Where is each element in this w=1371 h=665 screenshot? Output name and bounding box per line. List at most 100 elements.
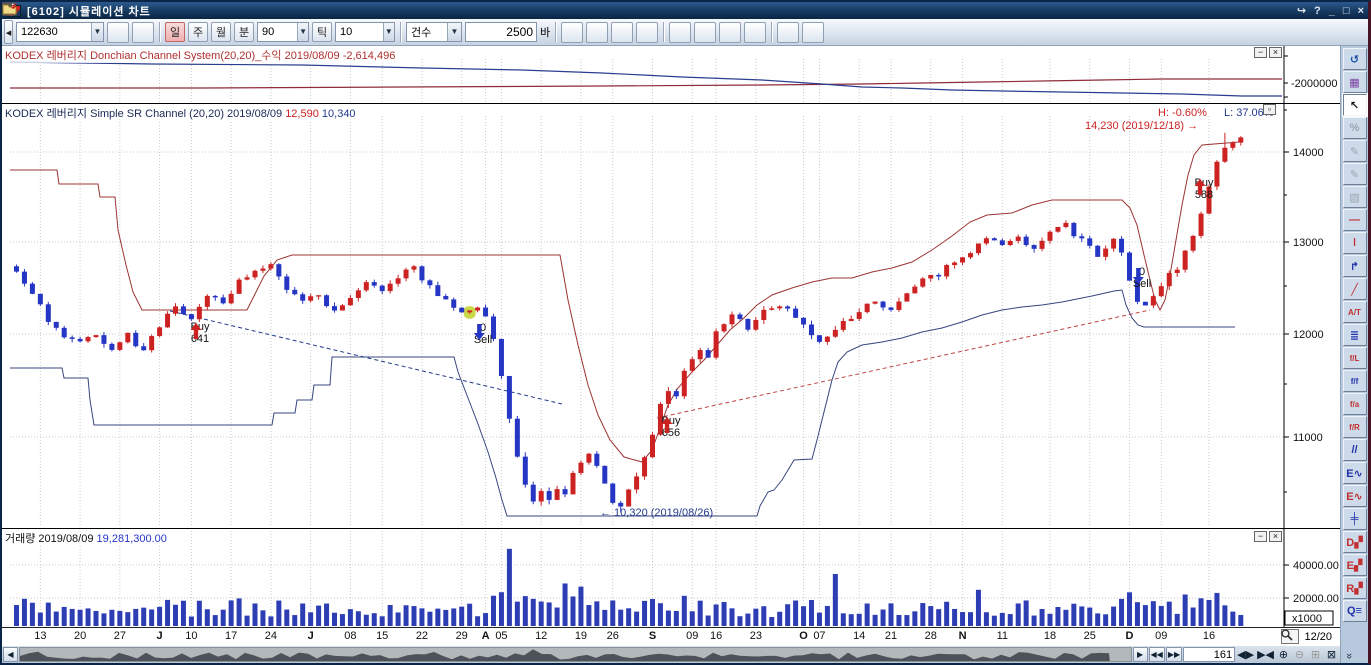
symbol-combo[interactable]: ▼	[16, 22, 104, 42]
x-axis-label: 21	[884, 630, 898, 642]
period-minute-button[interactable]: 분	[234, 22, 254, 42]
x-axis-label: 26	[606, 630, 619, 642]
period-month-button[interactable]: 월	[211, 22, 231, 42]
expand-range-icon[interactable]: ◀▶	[1237, 649, 1255, 661]
fast-forward-button[interactable]: ▶▶	[1165, 647, 1183, 662]
minute-combo[interactable]: ▼	[257, 22, 309, 42]
period-day-button[interactable]: 일	[165, 22, 185, 42]
fib-ratio-icon[interactable]: f/R	[1342, 416, 1367, 438]
x-axis-label: 05	[495, 630, 508, 642]
sell-arrow-icon	[1132, 268, 1144, 284]
collapse-toolbar-button[interactable]: ◂	[4, 20, 13, 44]
refresh-icon[interactable]: ↺	[1342, 48, 1367, 70]
screen-register-button[interactable]: R	[2, 3, 717, 43]
close-panel-icon[interactable]: ⊠	[1326, 649, 1337, 661]
zoom-period-icon[interactable]	[1281, 629, 1300, 644]
chevron-down-icon[interactable]: ▼	[297, 23, 308, 41]
data-minimap-scrollbar[interactable]	[19, 647, 1132, 662]
panel-close-icon[interactable]: ×	[1269, 531, 1282, 542]
fast-backward-button[interactable]: ◀◀	[1148, 647, 1165, 662]
x-axis-label: 14	[853, 630, 866, 642]
save-button[interactable]	[2, 2, 800, 43]
zoom-in-icon[interactable]: ⊕	[1278, 649, 1289, 661]
text-tool-icon[interactable]: A/T	[1342, 301, 1367, 323]
symbol-input[interactable]	[21, 26, 91, 38]
tick-combo[interactable]: ▼	[335, 22, 395, 42]
open-folder-button[interactable]	[2, 3, 825, 43]
elliott-wave-down-icon[interactable]: E∿	[1342, 485, 1367, 507]
price-panel[interactable]: 14000 13000 12000 11000 KODEX 레버리지 Simple S…	[2, 104, 1340, 529]
x-axis-label: 17	[225, 630, 238, 642]
grid-settings-icon[interactable]: ▦	[1342, 71, 1367, 93]
horizontal-line-tool-icon[interactable]: —	[1342, 209, 1367, 231]
collapse-range-icon[interactable]: ▶◀	[1257, 649, 1274, 661]
close-icon[interactable]: ×	[1357, 4, 1364, 17]
period-week-button[interactable]: 주	[188, 22, 208, 42]
minute-value-input[interactable]	[262, 26, 298, 38]
step-line-tool-icon[interactable]: ↱	[1342, 255, 1367, 277]
chevron-down-icon[interactable]: ▼	[90, 23, 103, 41]
step-forward-button[interactable]: ▶	[1132, 647, 1148, 662]
bar-chart-button[interactable]	[4, 4, 634, 43]
help-icon[interactable]: ?	[1314, 4, 1321, 17]
new-document-button[interactable]: D	[3, 2, 692, 43]
zoom-out-icon[interactable]: ⊖	[1294, 649, 1305, 661]
exit-icon[interactable]: ↪	[1296, 5, 1307, 17]
fib-lines-icon[interactable]: f/L	[1342, 347, 1367, 369]
percent-tool-icon[interactable]: %	[1342, 117, 1367, 139]
vertical-line-tool-icon[interactable]: ǀ	[1342, 232, 1367, 254]
toolbar: ◂ ▼ 일 주 월 분 ▼ 틱 ▼ 건수 ▼ 바	[2, 2, 1368, 46]
panel-restore-icon[interactable]: ▫	[1263, 104, 1276, 115]
svg-text:11000: 11000	[1293, 432, 1323, 444]
cursor-tool-icon[interactable]: ↖	[1341, 93, 1368, 117]
x-axis-label: 29	[455, 630, 468, 642]
volume-value: 19,281,300.00	[96, 533, 167, 545]
count-combo[interactable]: 건수 ▼	[406, 22, 462, 42]
search-jump-button[interactable]	[2, 2, 154, 43]
x-axis-label: 19	[574, 630, 588, 642]
pattern-e-icon[interactable]: E▞	[1342, 554, 1367, 576]
pattern-r-icon[interactable]: R▞	[1342, 577, 1367, 599]
buy-marker-may: Buy 641	[190, 321, 210, 345]
visible-bars-input[interactable]	[1183, 647, 1236, 662]
scroll-left-button[interactable]: ◀	[3, 647, 18, 662]
pattern-d-icon[interactable]: D▞	[1342, 531, 1367, 553]
grid-toggle-icon[interactable]: ⊞	[1310, 649, 1321, 661]
elliott-wave-up-icon[interactable]: E∿	[1342, 462, 1367, 484]
parallel-lines-icon[interactable]: //	[1342, 439, 1367, 461]
edit-tool-icon[interactable]: ✎	[1342, 163, 1367, 185]
low-high-tool-icon[interactable]: ╪	[1342, 508, 1367, 530]
volume-panel[interactable]: 40000.00 20000.00 x1000 거래량 2019/08/09 19,…	[2, 529, 1340, 628]
indicator-signal-button[interactable]	[3, 2, 609, 43]
x-axis-label: 09	[1155, 630, 1168, 642]
minimize-icon[interactable]: _	[1328, 4, 1335, 17]
x-axis-label: 08	[344, 630, 357, 642]
panel-minimize-icon[interactable]: −	[1254, 47, 1267, 58]
more-tools-icon[interactable]: »	[1343, 652, 1356, 660]
chart-area[interactable]: -2000000 KODEX 레버리지 Donchian Channel Sys…	[2, 46, 1340, 663]
fib-fan-icon[interactable]: f/f	[1342, 370, 1367, 392]
fib-arc-icon[interactable]: f/a	[1342, 393, 1367, 415]
chevron-down-icon[interactable]: ▼	[382, 23, 394, 41]
reload-register-button[interactable]: R	[3, 2, 742, 43]
sell-arrow-icon	[473, 324, 485, 340]
bar-count-input[interactable]	[465, 22, 537, 42]
draw-tool-icon[interactable]: ✎	[1342, 140, 1367, 162]
maximize-icon[interactable]: □	[1342, 4, 1350, 17]
tick-button[interactable]: 틱	[312, 22, 332, 42]
sort-updown-button[interactable]	[2, 4, 659, 43]
x-axis-label: S	[648, 630, 657, 642]
equity-panel[interactable]: -2000000 KODEX 레버리지 Donchian Channel Sys…	[2, 46, 1340, 104]
trend-line-tool-icon[interactable]: ╱	[1342, 278, 1367, 300]
search-button[interactable]	[2, 2, 129, 43]
fib-retracement-icon[interactable]: ≣	[1342, 324, 1367, 346]
chevron-down-icon[interactable]: ▼	[447, 23, 461, 41]
tick-value-input[interactable]	[340, 26, 383, 38]
panel-minimize-icon[interactable]: −	[1254, 531, 1267, 542]
volume-label: 거래량 2019/08/09	[5, 533, 94, 545]
copy-register-button[interactable]: R	[2, 2, 767, 43]
chart-style-button[interactable]	[2, 3, 584, 43]
panel-close-icon[interactable]: ×	[1269, 47, 1282, 58]
quote-tool-icon[interactable]: Q≡	[1342, 600, 1367, 622]
pattern-tool-icon[interactable]: ▧	[1342, 186, 1367, 208]
